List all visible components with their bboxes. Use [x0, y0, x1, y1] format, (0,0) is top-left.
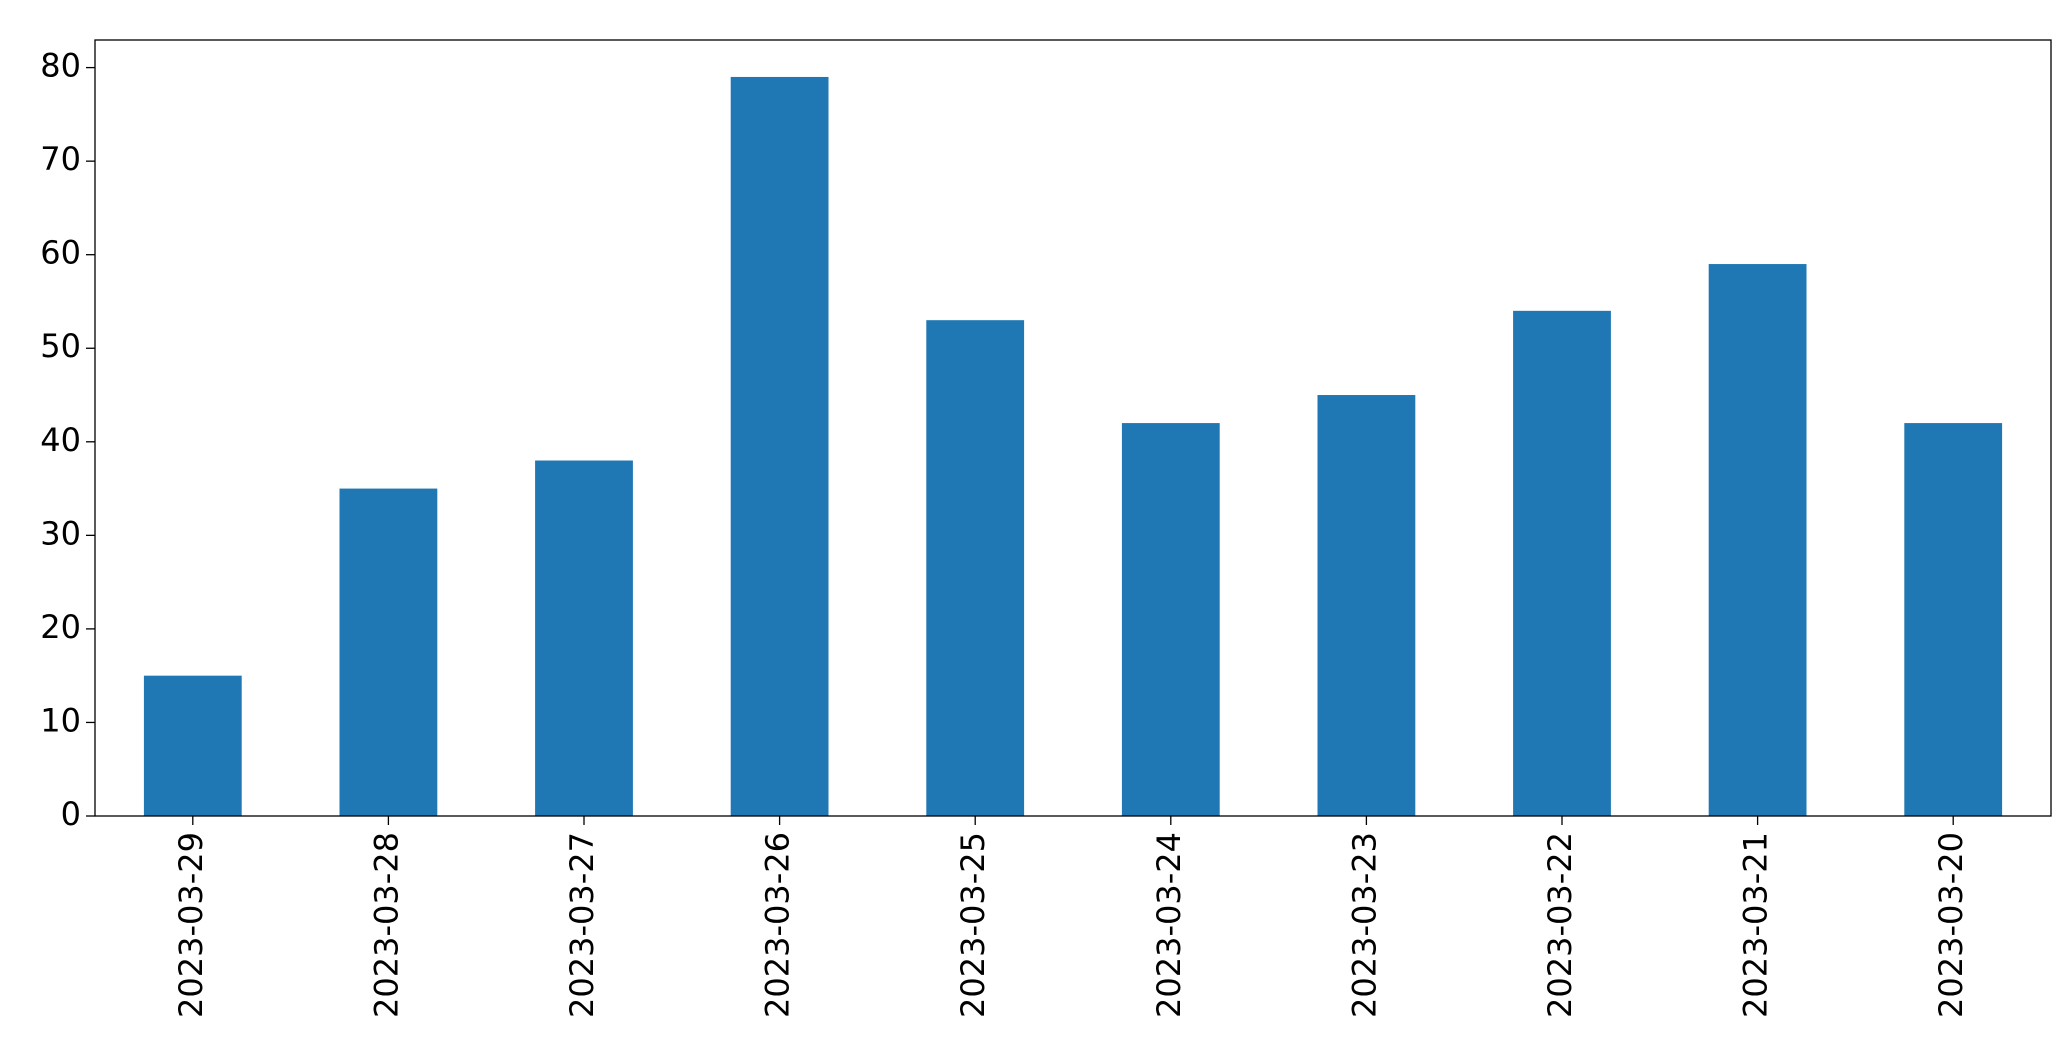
- y-tick-label: 20: [40, 608, 81, 646]
- y-tick-label: 50: [40, 327, 81, 365]
- y-tick-label: 80: [40, 47, 81, 85]
- y-tick-label: 0: [61, 795, 81, 833]
- y-tick-label: 10: [40, 701, 81, 739]
- y-tick-label: 70: [40, 140, 81, 178]
- y-tick-label: 40: [40, 421, 81, 459]
- bar: [1317, 395, 1416, 816]
- x-tick-label: 2023-03-25: [954, 832, 992, 1018]
- x-tick-label: 2023-03-28: [367, 832, 405, 1018]
- bar: [1904, 423, 2003, 816]
- x-tick-label: 2023-03-24: [1150, 832, 1188, 1018]
- x-tick-label: 2023-03-21: [1737, 832, 1775, 1018]
- bar: [143, 675, 242, 816]
- x-tick-label: 2023-03-23: [1345, 832, 1383, 1018]
- bar: [339, 488, 438, 816]
- x-tick-label: 2023-03-22: [1541, 832, 1579, 1018]
- plot-frame: [94, 39, 2052, 817]
- y-tick-label: 60: [40, 234, 81, 272]
- bar: [1513, 310, 1611, 816]
- x-tick-label: 2023-03-29: [172, 832, 210, 1018]
- bar: [926, 320, 1025, 816]
- bar: [1121, 423, 1220, 816]
- x-tick-label: 2023-03-27: [563, 832, 601, 1018]
- bar: [730, 76, 829, 816]
- y-tick-label: 30: [40, 514, 81, 552]
- bar: [1708, 264, 1807, 816]
- x-tick-label: 2023-03-26: [759, 832, 797, 1018]
- x-tick-label: 2023-03-20: [1932, 832, 1970, 1018]
- bar: [535, 460, 633, 816]
